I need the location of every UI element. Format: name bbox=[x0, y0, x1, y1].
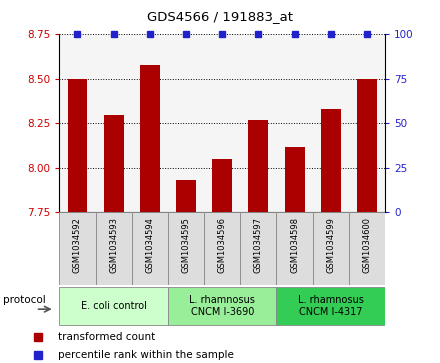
Bar bbox=[285, 147, 304, 212]
Bar bbox=[349, 212, 385, 285]
Bar bbox=[357, 79, 377, 212]
Bar bbox=[132, 212, 168, 285]
Text: GSM1034599: GSM1034599 bbox=[326, 217, 335, 273]
Text: GSM1034594: GSM1034594 bbox=[145, 217, 154, 273]
Text: L. rhamnosus
CNCM I-3690: L. rhamnosus CNCM I-3690 bbox=[189, 295, 255, 317]
Bar bbox=[168, 212, 204, 285]
Bar bbox=[176, 180, 196, 212]
Text: GSM1034592: GSM1034592 bbox=[73, 217, 82, 273]
Text: percentile rank within the sample: percentile rank within the sample bbox=[59, 350, 235, 360]
Bar bbox=[240, 212, 276, 285]
Text: GSM1034595: GSM1034595 bbox=[182, 217, 191, 273]
Bar bbox=[276, 287, 385, 325]
Bar bbox=[140, 65, 160, 212]
Text: L. rhamnosus
CNCM I-4317: L. rhamnosus CNCM I-4317 bbox=[298, 295, 364, 317]
Bar bbox=[59, 212, 95, 285]
Bar bbox=[104, 114, 124, 212]
Text: GSM1034600: GSM1034600 bbox=[363, 217, 371, 273]
Bar bbox=[313, 212, 349, 285]
Text: GSM1034598: GSM1034598 bbox=[290, 217, 299, 273]
Bar bbox=[249, 120, 268, 212]
Text: GSM1034596: GSM1034596 bbox=[218, 217, 227, 273]
Text: E. coli control: E. coli control bbox=[81, 301, 147, 311]
Text: GSM1034593: GSM1034593 bbox=[109, 217, 118, 273]
Bar bbox=[168, 287, 276, 325]
Text: GDS4566 / 191883_at: GDS4566 / 191883_at bbox=[147, 10, 293, 23]
Text: transformed count: transformed count bbox=[59, 332, 156, 342]
Bar bbox=[212, 159, 232, 212]
Text: GSM1034597: GSM1034597 bbox=[254, 217, 263, 273]
Bar bbox=[95, 212, 132, 285]
Bar bbox=[204, 212, 240, 285]
Bar bbox=[276, 212, 313, 285]
Bar bbox=[68, 79, 88, 212]
Bar bbox=[321, 109, 341, 212]
Bar bbox=[59, 287, 168, 325]
Text: protocol: protocol bbox=[3, 294, 46, 305]
